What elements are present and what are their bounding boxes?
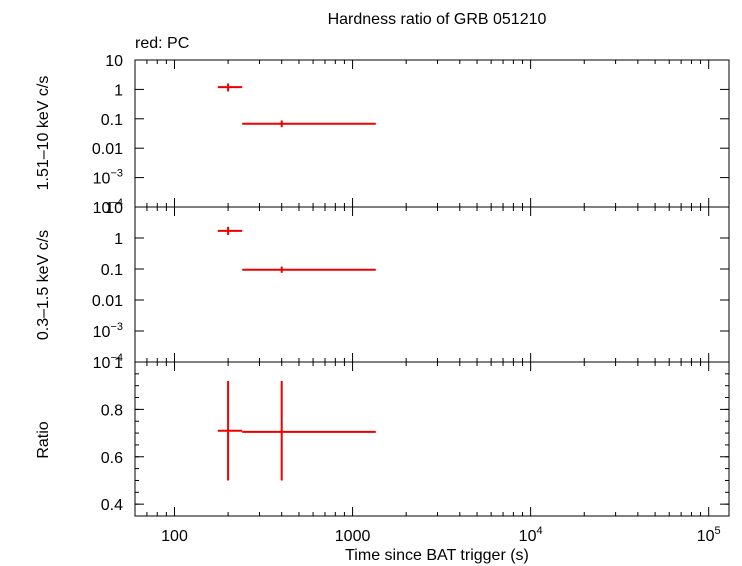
y-axis-label-ratio: Ratio	[35, 421, 52, 458]
y-tick-label-soft: 0.1	[101, 262, 123, 279]
y-tick-label-soft-base: 10	[93, 355, 111, 372]
y-tick-label-soft-exp: −3	[110, 321, 123, 333]
plot-frame-hard	[134, 59, 730, 208]
y-tick-label-ratio: 1	[114, 355, 123, 372]
y-tick-label-hard-base: 10	[93, 171, 111, 188]
x-tick-label: 105	[697, 525, 721, 545]
y-tick-label-soft: 10	[105, 200, 123, 217]
x-tick-label: 100	[161, 528, 188, 545]
x-tick-label-base: 10	[697, 528, 715, 545]
x-axis-label: Time since BAT trigger (s)	[345, 547, 529, 564]
x-tick-label: 1000	[335, 528, 371, 545]
y-tick-label-hard: 1	[114, 82, 123, 99]
x-tick-label-base: 10	[519, 528, 537, 545]
y-tick-label-hard-base: 10	[93, 200, 111, 217]
plot-frame-ratio	[134, 361, 730, 517]
y-tick-label-soft: 10−3	[93, 321, 123, 341]
y-tick-label-hard: 10−4	[93, 197, 123, 217]
x-tick-label-exp: 5	[715, 525, 721, 537]
y-tick-label-hard: 0.01	[92, 141, 123, 158]
chart-title: Hardness ratio of GRB 051210	[328, 11, 547, 28]
y-tick-label-hard: 10	[105, 53, 123, 70]
y-tick-label-soft-exp: −4	[110, 352, 123, 364]
y-tick-label-soft: 10−4	[93, 352, 123, 372]
y-tick-label-soft-base: 10	[93, 324, 111, 341]
x-tick-label: 104	[519, 525, 543, 545]
y-axis-label-soft: 0.3–1.5 keV c/s	[35, 230, 52, 340]
y-tick-label-ratio: 0.6	[101, 450, 123, 467]
y-tick-label-hard: 0.1	[101, 112, 123, 129]
y-tick-label-ratio: 0.4	[101, 497, 123, 514]
y-tick-label-soft: 1	[114, 231, 123, 248]
x-tick-label-exp: 4	[536, 525, 542, 537]
y-tick-label-soft: 0.01	[92, 293, 123, 310]
y-tick-label-hard-exp: −3	[110, 168, 123, 180]
y-tick-label-ratio: 0.8	[101, 402, 123, 419]
y-tick-label-hard: 10−3	[93, 168, 123, 188]
y-axis-label-hard: 1.51–10 keV c/s	[35, 76, 52, 191]
y-tick-label-hard-exp: −4	[110, 197, 123, 209]
legend-note: red: PC	[135, 35, 189, 52]
